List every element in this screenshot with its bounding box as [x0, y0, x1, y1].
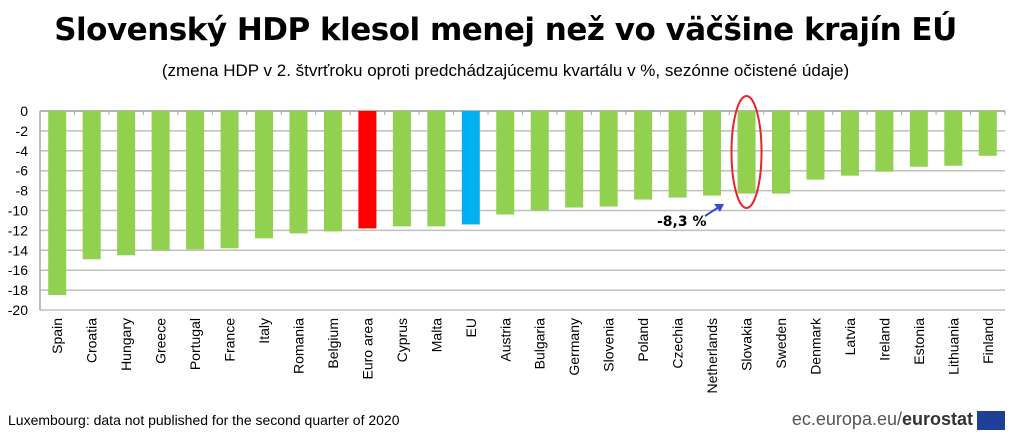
bar-france [220, 111, 239, 249]
bar-austria [496, 111, 515, 215]
y-tick-label: -16 [8, 262, 28, 278]
x-tick-label: Estonia [911, 318, 927, 365]
brand-name: eurostat [901, 409, 973, 429]
x-tick-label: Hungary [118, 318, 134, 371]
bar-latvia [840, 111, 859, 176]
arrow-head-icon [714, 204, 724, 212]
x-tick-label: Croatia [84, 318, 100, 363]
y-tick-label: -10 [8, 203, 28, 219]
bar-malta [427, 111, 446, 227]
y-tick-label: 0 [20, 103, 28, 119]
bar-croatia [82, 111, 101, 260]
bar-slovakia [737, 111, 756, 194]
bar-netherlands [703, 111, 722, 196]
x-tick-label: Cyprus [394, 318, 410, 362]
bar-finland [978, 111, 997, 156]
x-tick-label: Greece [153, 318, 169, 364]
x-tick-label: Spain [49, 318, 65, 354]
bar-czechia [668, 111, 687, 198]
x-tick-label: Lithuania [945, 318, 961, 375]
y-tick-label: -12 [8, 222, 28, 238]
bar-romania [289, 111, 308, 234]
y-tick-label: -18 [8, 282, 28, 298]
bar-eu [461, 111, 480, 225]
bar-portugal [186, 111, 205, 250]
bar-germany [565, 111, 584, 208]
bar-bulgaria [530, 111, 549, 211]
bar-cyprus [392, 111, 411, 227]
y-tick-label: -8 [16, 183, 29, 199]
bar-belgium [323, 111, 342, 232]
bar-spain [48, 111, 67, 296]
bar-slovenia [599, 111, 618, 207]
x-tick-label: Denmark [807, 317, 823, 375]
y-tick-label: -4 [16, 143, 29, 159]
y-tick-label: -20 [8, 302, 28, 318]
x-tick-label: Belgium [325, 318, 341, 369]
highlight-ellipse [730, 95, 763, 209]
bar-hungary [117, 111, 136, 256]
x-tick-label: Italy [256, 318, 272, 344]
x-tick-label: Malta [428, 318, 444, 352]
x-tick-label: Austria [497, 318, 513, 362]
x-tick-label: Bulgaria [532, 318, 548, 370]
brand-site: ec.europa.eu/ [791, 409, 902, 429]
bar-lithuania [944, 111, 963, 166]
bar-sweden [771, 111, 790, 194]
x-tick-label: Sweden [773, 318, 789, 369]
bar-italy [255, 111, 274, 239]
y-tick-label: -14 [8, 242, 28, 258]
annotation-label: -8,3 % [657, 214, 707, 230]
x-tick-label: Romania [290, 318, 306, 374]
footnote: Luxembourg: data not published for the s… [8, 412, 400, 428]
chart-subtitle: (zmena HDP v 2. štvrťroku oproti predchá… [161, 61, 850, 80]
x-tick-label: Finland [980, 318, 996, 364]
x-tick-label: Netherlands [704, 318, 720, 394]
bar-denmark [806, 111, 825, 180]
eurostat-logo-text: ec.europa.eu/eurostat [792, 409, 973, 430]
bar-euro-area [358, 111, 377, 229]
y-tick-label: -6 [16, 163, 29, 179]
eu-flag-icon [977, 411, 1005, 430]
x-tick-label: Poland [635, 318, 651, 362]
bar-ireland [875, 111, 894, 172]
x-tick-label: France [222, 318, 238, 362]
x-tick-label: Ireland [876, 318, 892, 361]
x-tick-label: Germany [566, 318, 582, 376]
x-tick-label: Euro area [359, 318, 375, 380]
x-tick-label: Czechia [670, 318, 686, 369]
x-tick-label: Portugal [187, 318, 203, 370]
x-tick-label: Latvia [842, 318, 858, 356]
x-tick-label: Slovenia [601, 318, 617, 372]
bar-estonia [909, 111, 928, 167]
x-tick-label: Slovakia [739, 318, 755, 371]
chart-title: Slovenský HDP klesol menej než vo väčšin… [54, 12, 957, 48]
bar-greece [151, 111, 170, 251]
bar-poland [634, 111, 653, 200]
y-tick-label: -2 [16, 123, 29, 139]
x-tick-label: EU [463, 318, 479, 337]
